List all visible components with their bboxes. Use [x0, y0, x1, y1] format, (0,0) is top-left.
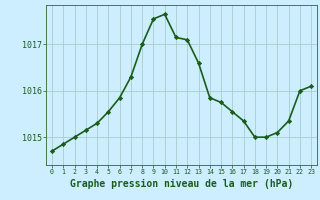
X-axis label: Graphe pression niveau de la mer (hPa): Graphe pression niveau de la mer (hPa) [70, 179, 293, 189]
